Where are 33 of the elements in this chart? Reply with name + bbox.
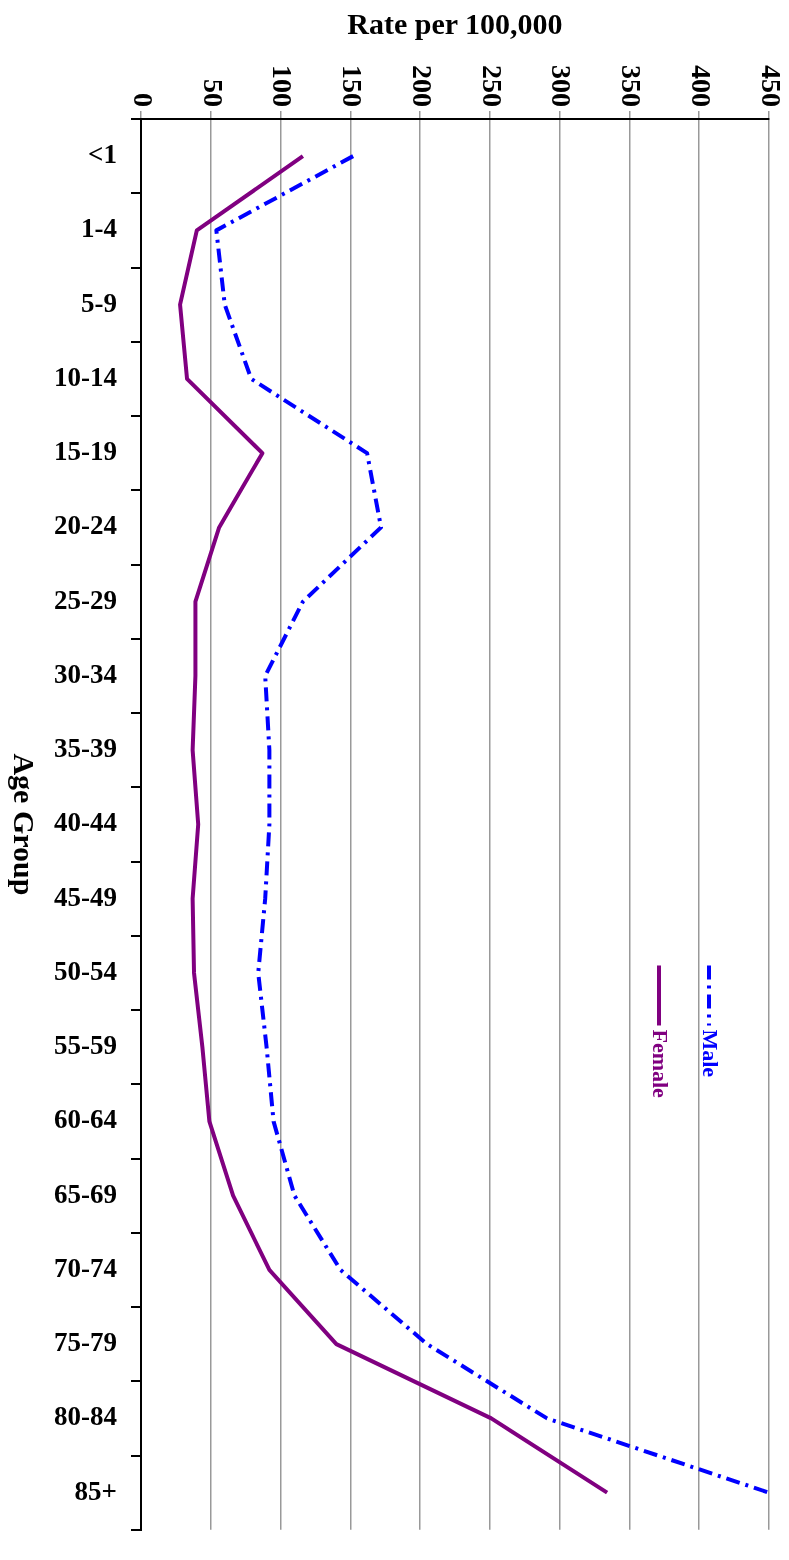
x-tick-label: 450 — [755, 65, 787, 107]
x-tick-label: 150 — [337, 65, 369, 107]
y-axis-title: Age Group — [8, 753, 42, 896]
x-tick-label: 100 — [267, 65, 299, 107]
y-tick-label: 35-39 — [53, 733, 117, 764]
y-tick-label: 40-44 — [53, 807, 117, 838]
text: Male — [698, 1029, 724, 1078]
y-tick-label: 55-59 — [53, 1030, 117, 1061]
y-tick-label: 50-54 — [53, 955, 117, 986]
y-tick-label: 10-14 — [53, 361, 117, 392]
y-tick-label: 70-74 — [53, 1252, 117, 1283]
y-tick-label: 75-79 — [53, 1327, 117, 1358]
x-tick-label: 0 — [127, 93, 159, 107]
y-tick-label: 25-29 — [53, 584, 117, 615]
y-tick-label: 45-49 — [53, 881, 117, 912]
y-tick-label: 85+ — [74, 1475, 117, 1506]
y-tick-label: 65-69 — [53, 1178, 117, 1209]
x-tick-label: 350 — [616, 65, 648, 107]
text: Female — [648, 1029, 674, 1099]
y-tick-label: 30-34 — [53, 658, 117, 689]
y-tick-label: 5-9 — [80, 287, 117, 318]
x-tick-label: 50 — [197, 79, 229, 107]
x-axis-title: Rate per 100,000 — [347, 6, 563, 40]
x-tick-label: 400 — [685, 65, 717, 107]
y-tick-label: 1-4 — [80, 213, 117, 244]
y-tick-label: <1 — [88, 139, 117, 170]
y-tick-label: 20-24 — [53, 510, 117, 541]
y-tick-label: 15-19 — [53, 436, 117, 467]
x-tick-label: 300 — [546, 65, 578, 107]
y-tick-label: 80-84 — [53, 1401, 117, 1432]
y-tick-label: 60-64 — [53, 1104, 117, 1135]
x-tick-label: 200 — [406, 65, 438, 107]
x-tick-label: 250 — [476, 65, 508, 107]
